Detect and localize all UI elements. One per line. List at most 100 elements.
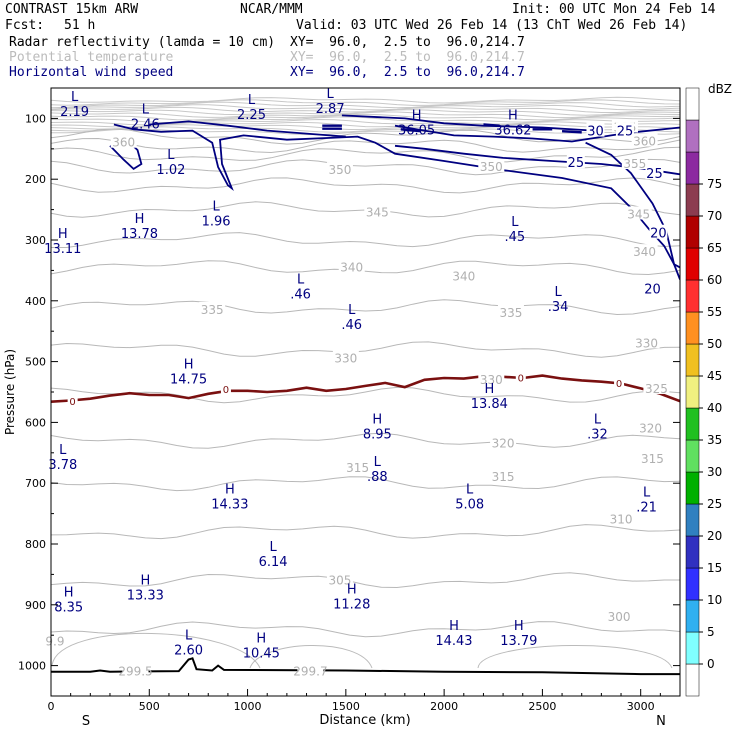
colorbar-segment [685, 247, 700, 281]
extremum-value: .32 [587, 427, 608, 442]
extremum-value: 5.08 [455, 497, 484, 512]
colorbar-segment [685, 439, 700, 473]
theta-label-bg [41, 633, 68, 647]
theta-label: 299.5 [118, 665, 152, 679]
extremum-low-marker: L [248, 93, 256, 108]
colorbar-segment [685, 151, 700, 185]
theta-label-bg [633, 335, 660, 349]
freezing-level-label: 0 [616, 379, 622, 390]
freezing-level-label: 0 [223, 385, 229, 396]
theta-label: 350 [480, 160, 503, 174]
forecast-hours: 51 h [64, 18, 96, 33]
extremum-high-marker: H [514, 619, 524, 634]
wind-core-segment [483, 123, 500, 127]
theta-label-bg [631, 133, 658, 147]
theta-label: 350 [328, 163, 351, 177]
extremum-value: 13.11 [44, 242, 81, 257]
extremum-value: 2.25 [237, 108, 266, 123]
extremum-value: 2.87 [316, 102, 345, 117]
theta-label-bg [326, 572, 353, 586]
freezing-level-line [51, 374, 680, 403]
colorbar-segment [685, 375, 700, 409]
theta-label: 300 [608, 610, 631, 624]
y-tick-label: 800 [25, 538, 46, 551]
theta-contour-line [51, 386, 680, 404]
extremum-high-marker: H [449, 619, 459, 634]
theta-label-bg [450, 268, 477, 282]
extremum-low-marker: L [374, 455, 382, 470]
theta-contour-line [51, 116, 680, 124]
extremum-value: .88 [367, 470, 388, 485]
wind-speed-label: 20 [650, 227, 667, 242]
x-tick-label: 1500 [332, 700, 360, 713]
colorbar-segment [685, 183, 700, 217]
wind-label-bg [643, 280, 662, 295]
theta-label-bg [326, 162, 353, 176]
theta-label: 360 [112, 136, 135, 150]
freezing-level-label: 0 [69, 397, 75, 408]
theta-label: 320 [639, 421, 662, 435]
extremum-value: 13.33 [127, 589, 164, 604]
theta-label: 325 [645, 382, 668, 396]
theta-label: 345 [366, 206, 389, 220]
extremum-value: 1.02 [156, 163, 185, 178]
theta-label: 320 [492, 437, 515, 451]
theta-contour-line [51, 101, 680, 109]
wind-speed-labels: 30 25 25 25 20 20 [566, 122, 668, 298]
extremum-low-marker: L [297, 273, 305, 288]
y-tick-label: 400 [25, 295, 46, 308]
theta-label: 9.9 [45, 634, 64, 648]
extremum-value: .21 [636, 500, 657, 515]
extremum-high-marker: H [372, 412, 382, 427]
colorbar-label: 20 [707, 529, 722, 543]
theta-contour-line [51, 177, 680, 194]
x-tick-label: 500 [139, 700, 160, 713]
x-tick-label: 3000 [627, 700, 655, 713]
colorbar-label: 60 [707, 273, 722, 287]
extremum-value: 10.45 [243, 646, 280, 661]
theta-label: 315 [492, 470, 515, 484]
extremum-value: 8.35 [54, 601, 83, 616]
extremum-high-marker: H [184, 358, 194, 373]
field-reflectivity-xy: XY= 96.0, 2.5 to 96.0,214.7 [290, 35, 525, 50]
theta-label-bg [606, 608, 633, 622]
x-tick-label: 0 [48, 700, 55, 713]
extremum-low-marker: L [326, 87, 334, 102]
wind-label-bg [566, 154, 585, 169]
theta-label-bg [122, 663, 149, 677]
theta-contour-line [51, 572, 680, 589]
theta-label: 355 [623, 157, 646, 171]
theta-contour-line [51, 524, 680, 540]
y-tick-label: 200 [25, 173, 46, 186]
theta-label: 340 [633, 245, 656, 259]
wind-core-segment [400, 128, 421, 133]
model-title: CONTRAST 15km ARW [5, 2, 139, 17]
field-wind-name: Horizontal wind speed [9, 65, 174, 80]
theta-label-bg [631, 244, 658, 258]
wind-label-bg [645, 165, 664, 180]
wind-core-segment [561, 129, 582, 134]
extremum-high-marker: H [508, 108, 518, 123]
theta-contour-line [51, 137, 680, 154]
extremum-value: 2.19 [60, 105, 89, 120]
potential-temperature-labels: 3853603603553503503453453403403403353353… [41, 119, 670, 679]
extremum-value: 8.95 [363, 427, 392, 442]
colorbar-label: 30 [707, 465, 722, 479]
colorbar-segment [685, 535, 700, 569]
colorbar-label: 40 [707, 401, 722, 415]
theta-contour-line [51, 146, 680, 163]
wind-speed-label: 30 [587, 125, 604, 140]
extremum-low-marker: L [142, 102, 150, 117]
theta-contour-line [51, 96, 680, 104]
theta-label: 305 [328, 573, 351, 587]
colorbar-segment [685, 343, 700, 377]
extremum-value: 14.75 [170, 373, 207, 388]
terrain-line [51, 657, 680, 676]
field-wind-xy: XY= 96.0, 2.5 to 96.0,214.7 [290, 65, 525, 80]
extremum-low-marker: L [348, 303, 356, 318]
extremum-high-marker: H [135, 212, 145, 227]
y-tick-label: 300 [25, 234, 46, 247]
extremum-value: 3.78 [48, 458, 77, 473]
y-tick-label: 700 [25, 477, 46, 490]
